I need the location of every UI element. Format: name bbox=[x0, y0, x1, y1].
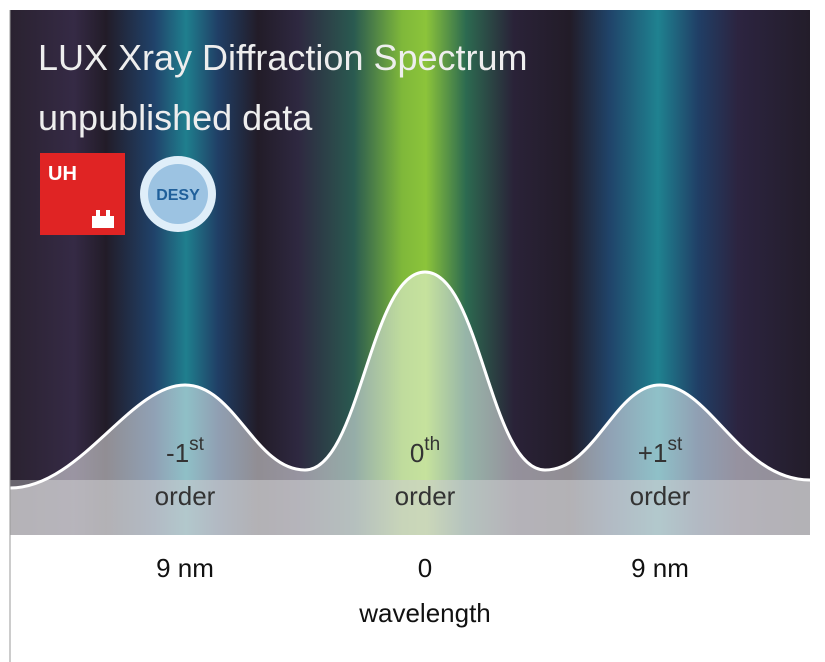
peak-suffix: st bbox=[189, 434, 205, 455]
subtitle: unpublished data bbox=[38, 97, 313, 138]
peak-suffix: st bbox=[667, 434, 683, 455]
peak-number: -1 bbox=[166, 438, 189, 468]
desy-logo-inner bbox=[148, 164, 208, 224]
peak-label: order bbox=[395, 481, 456, 511]
axis-label: wavelength bbox=[358, 598, 491, 628]
peak-order: +1st bbox=[638, 434, 683, 468]
peak-number: +1 bbox=[638, 438, 668, 468]
axis-tick: 9 nm bbox=[156, 553, 214, 583]
axis-tick: 9 nm bbox=[631, 553, 689, 583]
desy-logo-text: DESY bbox=[156, 187, 200, 204]
peak-label: order bbox=[630, 481, 691, 511]
axis-tick: 0 bbox=[418, 553, 432, 583]
title: LUX Xray Diffraction Spectrum bbox=[38, 37, 528, 78]
peak-label: order bbox=[155, 481, 216, 511]
uhh-logo-text: UH bbox=[48, 163, 77, 185]
peak-order: -1st bbox=[166, 434, 205, 468]
peak-order: 0th bbox=[410, 434, 440, 468]
uhh-castle bbox=[92, 210, 114, 228]
peak-number: 0 bbox=[410, 438, 424, 468]
curve-fill bbox=[10, 272, 810, 535]
peak-suffix: th bbox=[424, 434, 440, 455]
intensity-curve bbox=[9, 270, 811, 490]
desy-logo bbox=[140, 156, 216, 232]
